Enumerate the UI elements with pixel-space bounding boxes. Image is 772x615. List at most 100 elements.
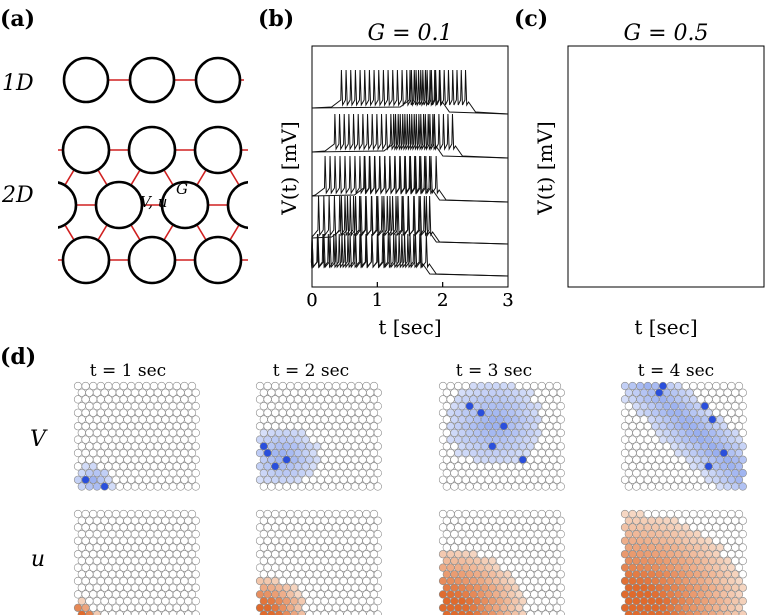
lattice-cell bbox=[719, 536, 728, 545]
lattice-cell bbox=[454, 550, 463, 559]
lattice-cell bbox=[473, 442, 482, 451]
lattice-cell bbox=[537, 448, 546, 458]
lattice-cell bbox=[446, 523, 455, 532]
lattice-cell bbox=[696, 509, 706, 519]
lattice-cell bbox=[149, 475, 159, 484]
lattice-cell bbox=[526, 556, 535, 566]
lattice-cell bbox=[191, 516, 200, 525]
lattice-cell bbox=[366, 482, 375, 491]
lattice-cell bbox=[100, 529, 109, 539]
lattice-cell bbox=[689, 523, 698, 532]
lattice-cell bbox=[324, 550, 333, 559]
lattice-cell bbox=[700, 543, 709, 552]
lattice-cell bbox=[373, 529, 382, 539]
lattice-cell bbox=[442, 583, 451, 592]
coupling-label: G bbox=[176, 180, 188, 198]
lattice-cell bbox=[301, 448, 310, 458]
lattice-cell bbox=[73, 563, 83, 572]
x-tick-label: 3 bbox=[502, 290, 513, 311]
lattice-cell bbox=[142, 550, 151, 559]
lattice-cell bbox=[647, 482, 656, 491]
lattice-cell bbox=[180, 509, 189, 519]
lattice-cell bbox=[153, 402, 162, 411]
lattice-cell bbox=[624, 469, 633, 478]
lattice-cell bbox=[545, 395, 554, 404]
lattice-cell bbox=[146, 570, 155, 579]
lattice-cell bbox=[81, 475, 90, 484]
lattice-cell bbox=[366, 388, 375, 397]
lattice-cell bbox=[293, 590, 303, 599]
lattice-cell bbox=[689, 576, 698, 586]
lattice-cell bbox=[184, 529, 193, 539]
lattice-cell bbox=[461, 576, 470, 586]
lattice-cell bbox=[727, 422, 736, 431]
lattice-cell bbox=[636, 462, 645, 471]
lattice-cell bbox=[184, 583, 193, 592]
lattice-cell bbox=[651, 576, 660, 586]
lattice-cell bbox=[549, 469, 558, 478]
row-label-v: V bbox=[30, 427, 48, 452]
lattice-cell bbox=[134, 576, 143, 586]
lattice-cell bbox=[712, 523, 721, 532]
lattice-cell bbox=[366, 469, 375, 478]
lattice-cell bbox=[734, 563, 744, 572]
lattice-cell bbox=[286, 576, 295, 586]
lattice-cell bbox=[339, 422, 348, 431]
lattice-cell bbox=[316, 603, 325, 612]
lattice-cell bbox=[191, 529, 200, 539]
lattice-cell bbox=[620, 523, 630, 532]
lattice-cell bbox=[161, 516, 170, 525]
lattice-cell bbox=[316, 462, 325, 471]
lattice-cell bbox=[85, 570, 94, 579]
lattice-cell bbox=[693, 469, 702, 478]
lattice-cell bbox=[484, 475, 493, 484]
lattice-cell bbox=[309, 408, 318, 417]
lattice-cell bbox=[100, 415, 109, 424]
lattice-cell bbox=[488, 596, 497, 606]
lattice-cell bbox=[526, 583, 535, 592]
lattice-cell bbox=[450, 428, 459, 438]
lattice-cell bbox=[286, 536, 295, 545]
lattice-cell bbox=[655, 543, 664, 552]
lattice-cell bbox=[176, 442, 185, 451]
lattice-cell bbox=[271, 536, 280, 545]
lattice-cell bbox=[153, 570, 162, 579]
lattice-cell bbox=[157, 381, 166, 391]
lattice-cell bbox=[628, 381, 637, 391]
lattice-cell bbox=[556, 596, 565, 606]
lattice-cell bbox=[369, 462, 379, 471]
lattice-cell bbox=[685, 455, 694, 464]
lattice-cell bbox=[81, 550, 90, 559]
lattice-cell bbox=[651, 435, 660, 444]
lattice-cell bbox=[146, 388, 155, 397]
lattice-cell bbox=[495, 556, 505, 566]
lattice-cell bbox=[696, 603, 706, 612]
lattice-cell bbox=[92, 388, 102, 397]
lattice-cell bbox=[331, 422, 341, 431]
lattice-cell bbox=[620, 576, 630, 586]
lattice-cell bbox=[127, 550, 136, 559]
lattice-cell bbox=[442, 529, 451, 539]
x-tick-label: 2 bbox=[437, 290, 448, 311]
lattice-cell bbox=[499, 603, 508, 612]
lattice-cell bbox=[643, 576, 652, 586]
lattice-cell bbox=[138, 415, 147, 424]
lattice-cell bbox=[704, 509, 713, 519]
lattice-cell bbox=[727, 536, 736, 545]
lattice-cell bbox=[138, 455, 147, 464]
lattice-cell bbox=[662, 428, 671, 438]
lattice-cell bbox=[369, 576, 379, 586]
lattice-cell bbox=[119, 590, 128, 599]
lattice-cell bbox=[161, 543, 170, 552]
lattice-cell bbox=[507, 603, 516, 612]
lattice-cell bbox=[495, 543, 505, 552]
lattice-cell bbox=[658, 408, 668, 417]
lattice-cell bbox=[723, 469, 732, 478]
lattice-cell bbox=[712, 475, 721, 484]
lattice-cell bbox=[161, 455, 170, 464]
lattice-cell bbox=[438, 523, 448, 532]
lattice-cell bbox=[507, 550, 516, 559]
lattice-cell bbox=[278, 462, 287, 471]
lattice-cell bbox=[662, 388, 671, 397]
lattice-cell bbox=[335, 570, 344, 579]
